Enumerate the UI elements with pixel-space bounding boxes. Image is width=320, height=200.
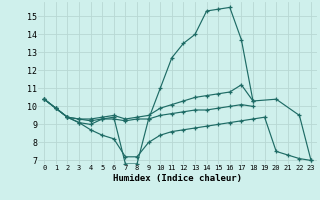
X-axis label: Humidex (Indice chaleur): Humidex (Indice chaleur) (113, 174, 242, 183)
